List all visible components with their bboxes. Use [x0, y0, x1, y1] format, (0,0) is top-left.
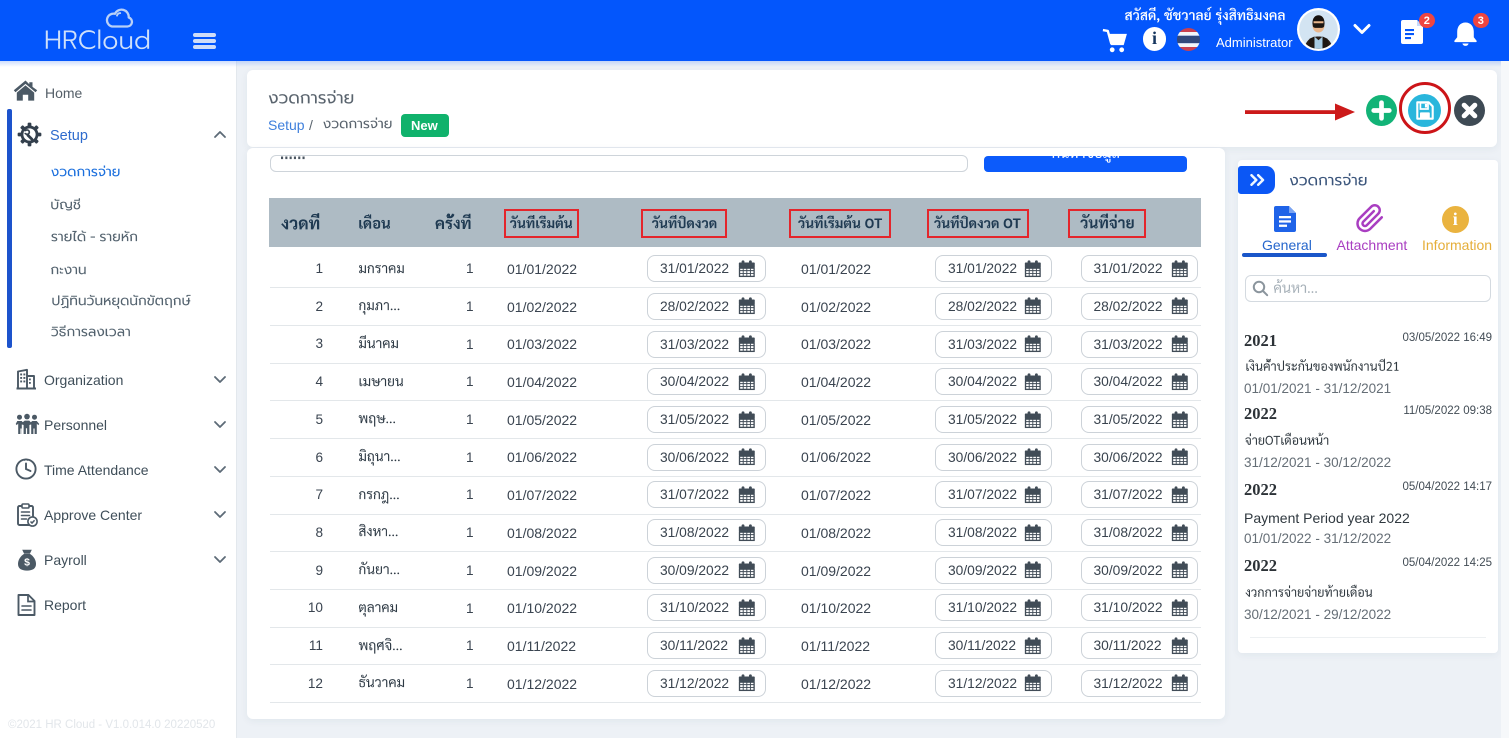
svg-text:$: $: [24, 557, 30, 569]
